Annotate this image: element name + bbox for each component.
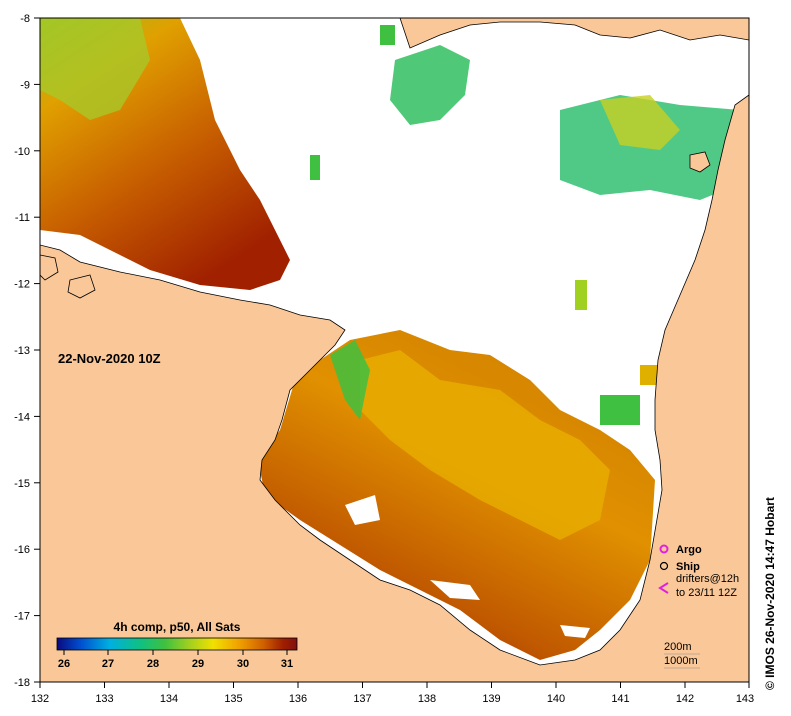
y-tick-label: -15: [14, 478, 30, 490]
x-tick: 141: [611, 682, 630, 705]
x-tick-label: 139: [482, 693, 500, 705]
x-tick-label: 133: [95, 693, 113, 705]
cloud-gap: [430, 580, 480, 600]
y-tick: -10: [14, 146, 40, 158]
x-tick-label: 135: [224, 693, 242, 705]
colorbar-tick: 28: [147, 650, 159, 670]
sst-patch: [640, 365, 660, 385]
land-island: [689, 151, 711, 173]
argo-marker-icon: [659, 544, 669, 554]
y-tick: -9: [20, 79, 40, 91]
x-axis: 132 133 134 135 136 137 138 139 140 141 …: [31, 682, 754, 705]
colorbar-tick: 30: [237, 650, 249, 670]
legend-200m-label: 200m: [664, 641, 692, 653]
ship-marker-icon: [659, 561, 669, 571]
y-tick: -17: [14, 611, 40, 623]
land-new-guinea: [399, 18, 749, 49]
x-tick: 132: [31, 682, 49, 705]
y-tick-label: -10: [14, 146, 30, 158]
observation-legend: Argo Ship drifters@12h to 23/11 12Z 200m…: [658, 544, 739, 669]
colorbar-label: 28: [147, 658, 159, 670]
legend-ship-label: Ship: [676, 561, 700, 573]
y-tick-label: -13: [14, 345, 30, 357]
y-tick-label: -14: [14, 411, 30, 423]
x-tick-label: 142: [676, 693, 694, 705]
legend-depth: 200m 1000m: [664, 641, 700, 669]
colorbar: 4h comp, p50, All Sats 26 27 28 29 30 31: [56, 620, 298, 670]
x-tick: 140: [547, 682, 565, 705]
x-tick: 136: [289, 682, 307, 705]
y-tick-label: -12: [14, 279, 30, 291]
y-tick-label: -9: [20, 79, 30, 91]
x-tick: 137: [353, 682, 372, 705]
x-tick-label: 136: [289, 693, 307, 705]
y-tick: -8: [20, 13, 40, 25]
legend-argo-label: Argo: [676, 544, 702, 556]
x-tick: 142: [676, 682, 694, 705]
y-tick: -15: [14, 478, 40, 490]
sst-field-yellow-northeast: [600, 95, 680, 150]
y-tick-label: -11: [15, 212, 30, 224]
y-axis: -8 -9 -10 -11 -12 -13 -14 -15 -16 -17 -1…: [14, 13, 40, 689]
y-tick: -13: [14, 345, 40, 357]
y-tick: -11: [15, 212, 40, 224]
sst-field-gulf-mid: [360, 350, 610, 540]
x-tick: 133: [95, 682, 114, 705]
x-tick-label: 138: [418, 693, 436, 705]
colorbar-tick: 27: [102, 650, 114, 670]
colorbar-label: 27: [102, 658, 114, 670]
legend-drifters: drifters@12h to 23/11 12Z: [658, 573, 739, 599]
legend-ship: Ship: [659, 561, 700, 573]
land-island: [40, 254, 59, 281]
land-island: [67, 274, 96, 299]
legend-drifters-label-2: to 23/11 12Z: [676, 587, 737, 599]
x-tick: 139: [482, 682, 501, 705]
y-tick-label: -18: [14, 677, 30, 689]
sst-patch: [310, 155, 320, 180]
sst-field-green-coast: [330, 340, 370, 420]
colorbar-label: 31: [281, 658, 293, 670]
colorbar-tick: 31: [281, 650, 293, 670]
legend-1000m-label: 1000m: [664, 655, 698, 667]
x-tick-label: 132: [31, 693, 49, 705]
cloud-gap: [560, 625, 590, 638]
sst-patch: [575, 280, 587, 310]
y-tick: -12: [14, 279, 40, 291]
colorbar-tick: 29: [192, 650, 204, 670]
y-tick-label: -8: [20, 13, 30, 25]
credit-label: © IMOS 26-Nov-2020 14:47 Hobart: [763, 497, 777, 690]
x-tick-label: 140: [547, 693, 565, 705]
x-tick: 138: [418, 682, 436, 705]
x-tick-label: 141: [611, 693, 629, 705]
y-tick: -18: [14, 677, 40, 689]
y-tick: -16: [14, 544, 40, 556]
cloud-gap: [345, 495, 380, 525]
x-tick-label: 137: [353, 693, 371, 705]
x-tick-label: 143: [736, 693, 754, 705]
x-tick: 143: [736, 682, 754, 705]
legend-drifters-label-1: drifters@12h: [676, 573, 739, 585]
timestamp-label: 22-Nov-2020 10Z: [58, 351, 161, 366]
colorbar-label: 30: [237, 658, 249, 670]
x-tick: 134: [160, 682, 178, 705]
y-tick-label: -17: [14, 611, 30, 623]
colorbar-label: 26: [58, 658, 70, 670]
colorbar-label: 29: [192, 658, 204, 670]
sst-field-northwest-cool: [40, 18, 150, 120]
x-tick-label: 134: [160, 693, 178, 705]
sst-patch: [600, 395, 640, 425]
colorbar-gradient: [56, 637, 298, 651]
drifter-arrow-icon: [658, 582, 669, 594]
sst-field-green-north: [390, 45, 470, 125]
sst-patch: [380, 25, 395, 45]
y-tick: -14: [14, 411, 40, 423]
colorbar-title: 4h comp, p50, All Sats: [114, 620, 241, 634]
x-tick: 135: [224, 682, 243, 705]
land-cape-york: [40, 94, 749, 682]
y-tick-label: -16: [14, 544, 30, 556]
legend-argo: Argo: [659, 544, 702, 556]
colorbar-tick: 26: [58, 650, 70, 670]
